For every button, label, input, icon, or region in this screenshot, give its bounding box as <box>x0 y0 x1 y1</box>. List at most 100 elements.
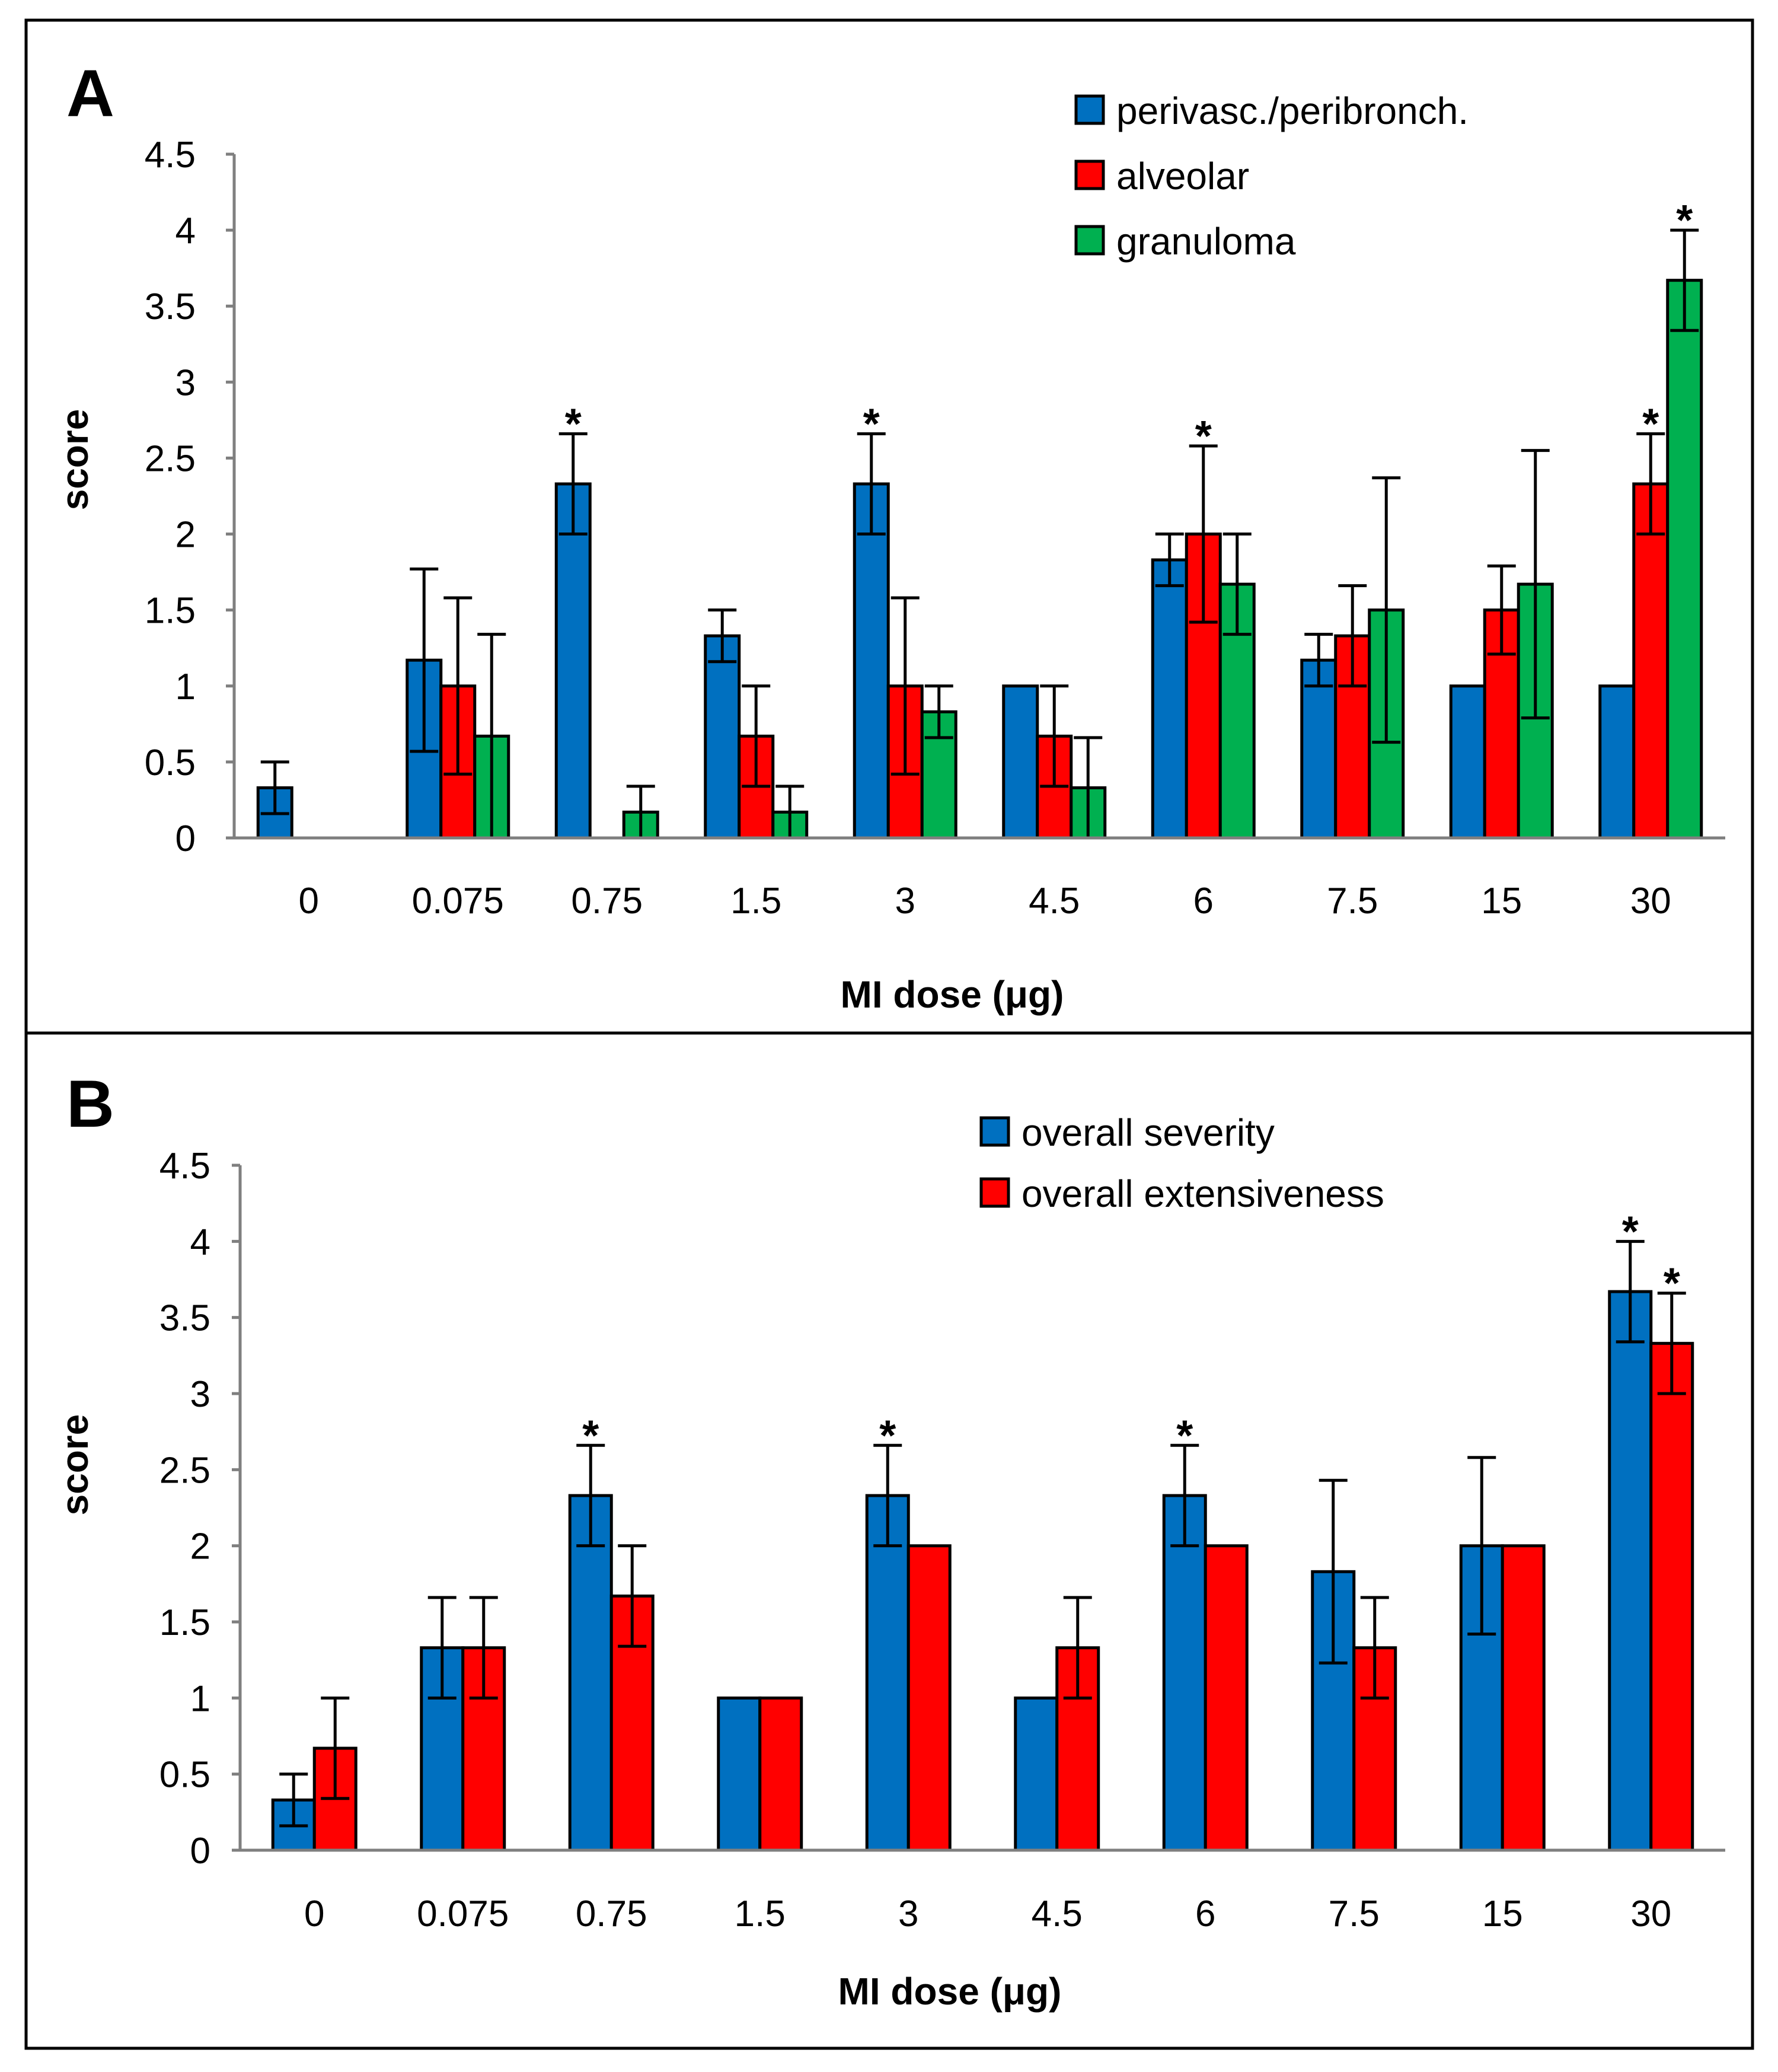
significance-marker: * <box>1176 1412 1193 1459</box>
y-tick-label: 2 <box>190 1526 210 1567</box>
y-tick-label: 4 <box>175 211 196 251</box>
error-bar <box>1360 1596 1389 1700</box>
x-category-label: 6 <box>1193 881 1214 922</box>
legend-label: overall extensiveness <box>1022 1172 1384 1215</box>
y-tick-label: 3.5 <box>159 1298 210 1339</box>
legend-swatch <box>1074 94 1105 125</box>
panel-a-x-axis-title: MI dose (μg) <box>841 973 1064 1016</box>
legend-label: alveolar <box>1116 155 1249 197</box>
error-bar <box>1222 533 1252 636</box>
legend-swatch <box>979 1177 1010 1208</box>
bar-perivasc-peribronch- <box>1151 558 1188 840</box>
error-bar <box>1155 533 1184 588</box>
error-bar <box>708 608 737 664</box>
x-category-label: 4.5 <box>1029 881 1080 922</box>
y-tick-label: 1 <box>190 1678 210 1719</box>
bar-overall-extensiveness <box>1649 1341 1694 1852</box>
x-category-label: 7.5 <box>1329 1894 1380 1934</box>
error-bar <box>279 1773 308 1828</box>
y-tick-label: 3 <box>190 1374 210 1415</box>
bar-perivasc-peribronch- <box>1002 684 1039 840</box>
error-bar <box>1521 449 1550 720</box>
error-bar <box>857 432 886 536</box>
bar-overall-severity <box>717 1696 762 1852</box>
y-tick-label: 0 <box>190 1831 210 1872</box>
y-tick-label: 1.5 <box>145 591 196 632</box>
error-bar <box>260 760 289 815</box>
error-bar <box>1670 228 1699 332</box>
y-tick-label: 4.5 <box>159 1146 210 1187</box>
panel-b-x-axis-title: MI dose (μg) <box>838 1970 1062 2013</box>
y-tick-label: 2 <box>175 515 196 556</box>
y-tick-label: 1.5 <box>159 1602 210 1643</box>
x-category-label: 0.075 <box>417 1894 509 1934</box>
error-bar <box>1040 684 1069 788</box>
error-bar <box>1170 1443 1199 1548</box>
x-category-label: 3 <box>895 881 915 922</box>
error-bar <box>924 684 953 739</box>
panel-b-legend: overall severity overall extensiveness <box>979 1111 1384 1215</box>
bar-overall-severity <box>865 1494 910 1852</box>
bar-overall-extensiveness <box>1501 1544 1546 1852</box>
y-tick-label: 0.5 <box>159 1755 210 1796</box>
bar-perivasc-peribronch- <box>1449 684 1486 840</box>
significance-marker: * <box>879 1412 896 1459</box>
error-bar <box>1189 444 1218 624</box>
bar-perivasc-peribronch- <box>1598 684 1636 840</box>
bar-perivasc-peribronch- <box>704 634 741 840</box>
significance-marker: * <box>863 400 880 448</box>
error-bar <box>1063 1596 1092 1700</box>
bar-perivasc-peribronch- <box>554 482 592 840</box>
error-bar <box>1636 432 1665 536</box>
panel-a-y-axis-title: score <box>53 409 96 511</box>
x-category-label: 15 <box>1482 1894 1523 1934</box>
panel-b-y-axis-title: score <box>53 1414 96 1516</box>
error-bar <box>1467 1456 1496 1636</box>
y-tick-label: 2.5 <box>159 1450 210 1491</box>
x-category-label: 0 <box>299 881 319 922</box>
panel-a-label: A <box>66 56 114 130</box>
panel-a-legend: perivasc./peribronch. alveolar granuloma <box>1074 90 1469 263</box>
bar-overall-severity <box>1162 1494 1207 1852</box>
significance-marker: * <box>1622 1208 1639 1255</box>
legend-swatch <box>979 1116 1010 1147</box>
significance-marker: * <box>1642 400 1659 448</box>
y-tick-label: 0.5 <box>145 742 196 783</box>
bar-overall-extensiveness <box>758 1696 803 1852</box>
y-tick-label: 3 <box>175 362 196 403</box>
x-category-label: 30 <box>1630 881 1671 922</box>
error-bar <box>1616 1239 1645 1344</box>
x-category-label: 0.75 <box>571 881 643 922</box>
panel-b-label: B <box>66 1067 114 1141</box>
error-bar <box>443 596 473 776</box>
error-bar <box>321 1696 350 1800</box>
error-bar <box>469 1596 498 1700</box>
error-bar <box>410 567 439 753</box>
panel-b-marks: 0 0.5 1 1.5 2 2.5 3 3.5 4 4.5 * * * * * 0 0.075 0.75 1.5 3 4… <box>159 1146 1725 1934</box>
y-tick-label: 4 <box>190 1222 210 1263</box>
error-bar <box>1657 1292 1686 1395</box>
significance-marker: * <box>1195 413 1212 460</box>
bar-overall-severity <box>1608 1290 1653 1852</box>
bar-alveolar <box>1632 482 1670 840</box>
x-category-label: 0 <box>304 1894 324 1934</box>
x-category-label: 15 <box>1481 881 1522 922</box>
error-bar <box>1319 1478 1348 1665</box>
error-bar <box>1372 476 1401 744</box>
x-category-label: 3 <box>898 1894 918 1934</box>
bar-overall-extensiveness <box>906 1544 952 1852</box>
bar-perivasc-peribronch- <box>853 482 890 840</box>
error-bar <box>1487 564 1516 656</box>
bar-overall-extensiveness <box>1204 1544 1249 1852</box>
y-tick-label: 4.5 <box>145 135 196 176</box>
bar-granuloma <box>1666 279 1703 840</box>
significance-marker: * <box>1664 1260 1680 1308</box>
x-category-label: 0.075 <box>412 881 504 922</box>
x-category-label: 1.5 <box>730 881 781 922</box>
x-category-label: 4.5 <box>1032 1894 1083 1934</box>
x-category-label: 30 <box>1630 1894 1671 1934</box>
error-bar <box>558 432 588 536</box>
error-bar <box>1338 584 1367 688</box>
error-bar <box>742 684 771 788</box>
error-bar <box>618 1544 647 1648</box>
